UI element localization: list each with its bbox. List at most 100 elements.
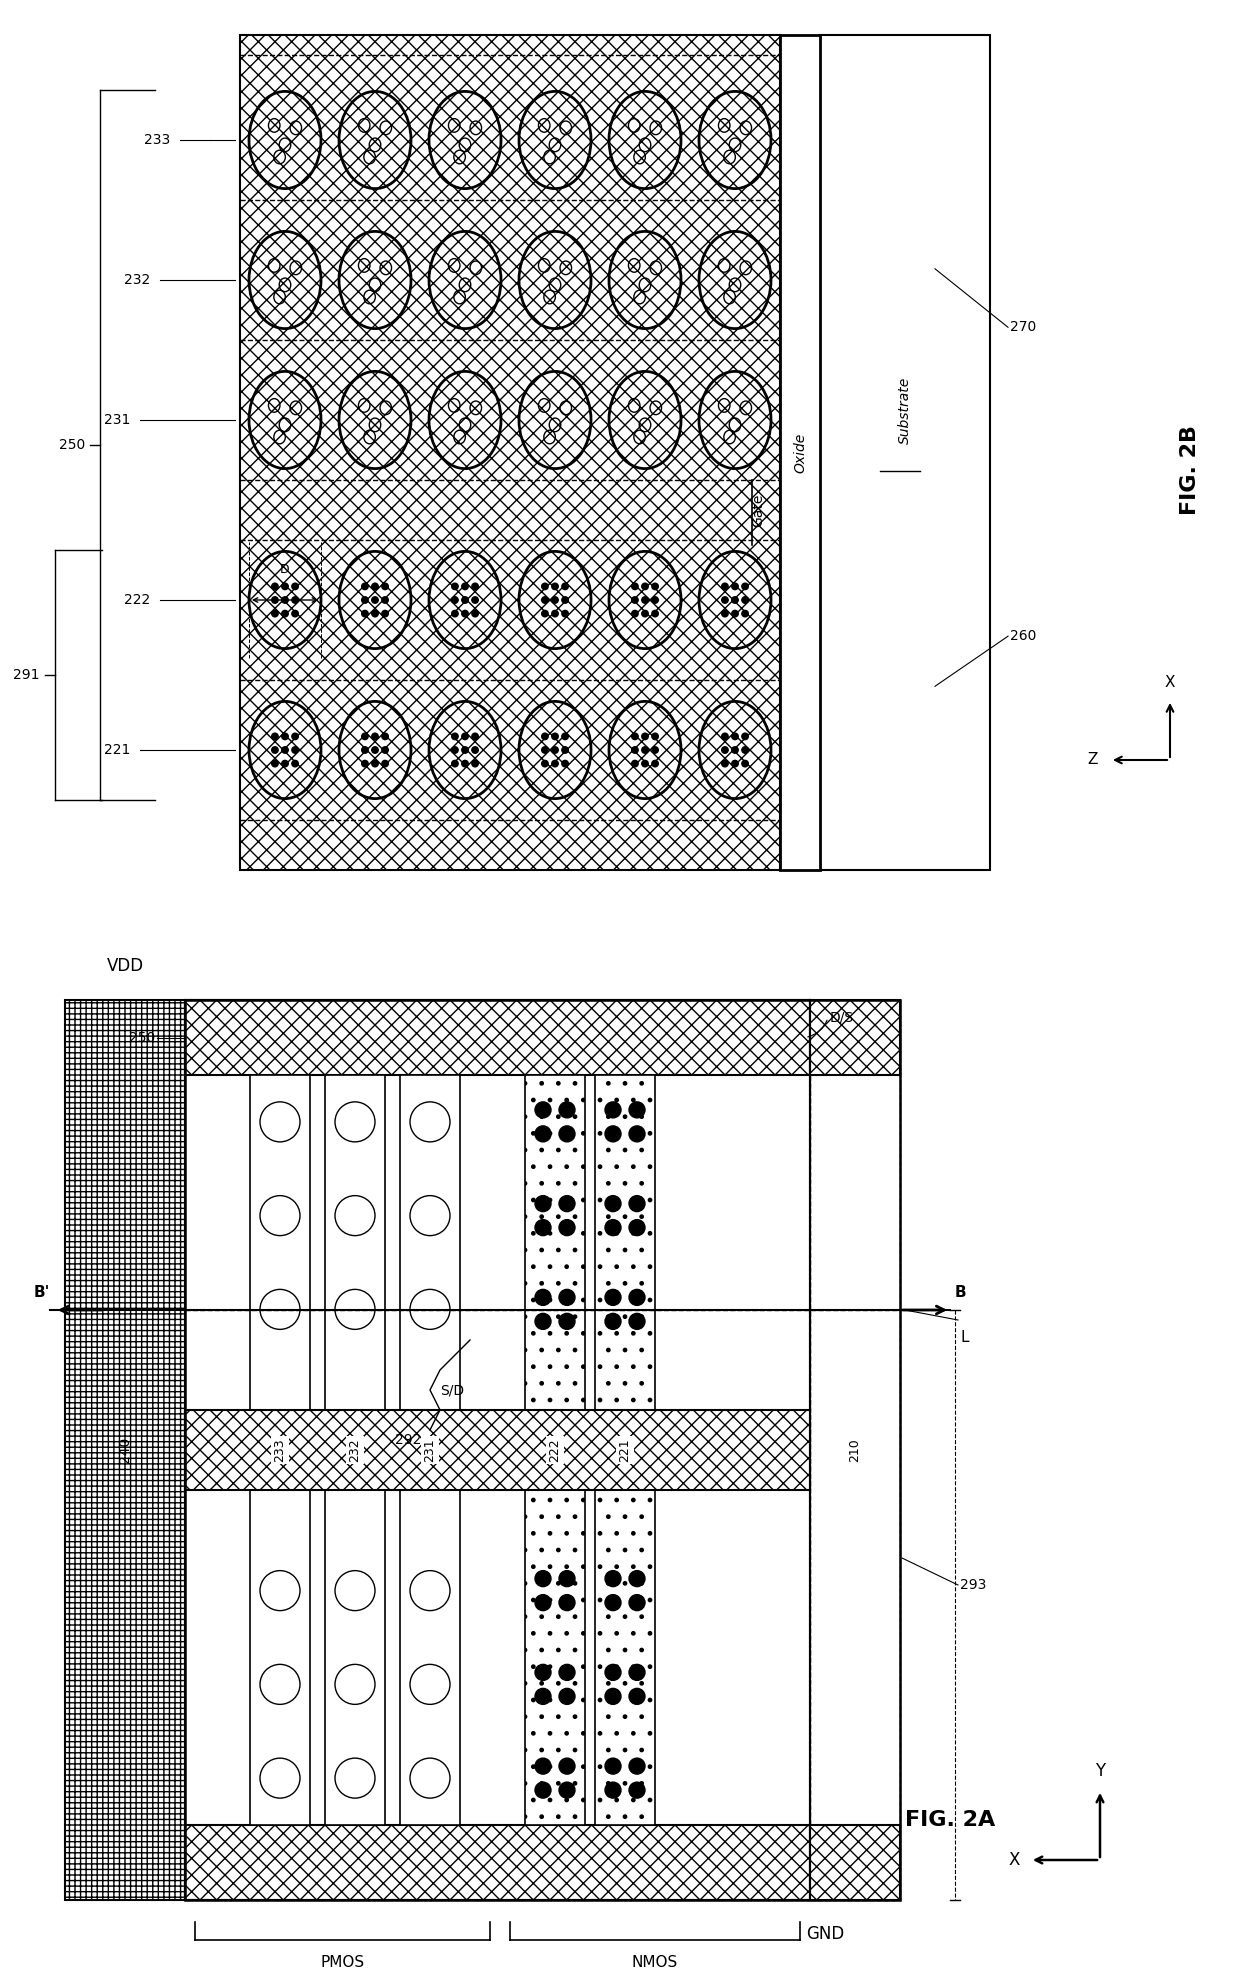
Circle shape bbox=[559, 1290, 575, 1306]
Circle shape bbox=[461, 584, 469, 590]
Circle shape bbox=[461, 760, 469, 766]
Circle shape bbox=[722, 760, 728, 766]
Circle shape bbox=[362, 598, 368, 604]
Circle shape bbox=[542, 584, 548, 590]
Circle shape bbox=[534, 1195, 551, 1211]
Circle shape bbox=[559, 1757, 575, 1773]
Circle shape bbox=[722, 610, 728, 617]
Circle shape bbox=[372, 760, 378, 766]
Circle shape bbox=[629, 1290, 645, 1306]
Circle shape bbox=[281, 598, 288, 604]
Circle shape bbox=[472, 610, 479, 617]
Circle shape bbox=[534, 1290, 551, 1306]
Circle shape bbox=[722, 746, 728, 754]
Circle shape bbox=[552, 732, 558, 740]
Circle shape bbox=[382, 732, 388, 740]
Circle shape bbox=[534, 1664, 551, 1680]
Circle shape bbox=[534, 1688, 551, 1704]
Circle shape bbox=[652, 598, 658, 604]
Bar bbox=[185, 1825, 810, 1900]
Circle shape bbox=[534, 1126, 551, 1142]
Circle shape bbox=[451, 760, 458, 766]
Bar bbox=[810, 999, 900, 1900]
Circle shape bbox=[451, 746, 458, 754]
Circle shape bbox=[472, 584, 479, 590]
Circle shape bbox=[642, 584, 649, 590]
Circle shape bbox=[534, 1783, 551, 1799]
Circle shape bbox=[631, 584, 639, 590]
Circle shape bbox=[605, 1571, 621, 1587]
Circle shape bbox=[291, 732, 299, 740]
Text: 250: 250 bbox=[129, 1031, 155, 1045]
Circle shape bbox=[552, 746, 558, 754]
Circle shape bbox=[559, 1219, 575, 1235]
Circle shape bbox=[732, 598, 738, 604]
Circle shape bbox=[629, 1688, 645, 1704]
Circle shape bbox=[272, 732, 278, 740]
Bar bbox=[185, 1075, 810, 1825]
Circle shape bbox=[652, 760, 658, 766]
Circle shape bbox=[552, 610, 558, 617]
Text: D/S: D/S bbox=[830, 1011, 854, 1025]
Circle shape bbox=[382, 610, 388, 617]
Bar bbox=[780, 36, 820, 871]
Circle shape bbox=[642, 746, 649, 754]
Text: 250: 250 bbox=[58, 437, 86, 451]
Circle shape bbox=[732, 732, 738, 740]
Bar bbox=[820, 36, 990, 871]
Text: Oxide: Oxide bbox=[794, 431, 807, 473]
Circle shape bbox=[382, 760, 388, 766]
Circle shape bbox=[629, 1757, 645, 1773]
Circle shape bbox=[362, 584, 368, 590]
Bar bbox=[185, 1409, 810, 1490]
Circle shape bbox=[732, 760, 738, 766]
Circle shape bbox=[605, 1314, 621, 1330]
Circle shape bbox=[534, 1757, 551, 1773]
Circle shape bbox=[281, 746, 288, 754]
Text: Z: Z bbox=[1087, 752, 1097, 768]
Circle shape bbox=[605, 1688, 621, 1704]
Circle shape bbox=[742, 732, 748, 740]
Circle shape bbox=[382, 598, 388, 604]
Circle shape bbox=[472, 598, 479, 604]
Text: VDD: VDD bbox=[107, 958, 144, 976]
Text: 232: 232 bbox=[348, 1439, 362, 1462]
Circle shape bbox=[605, 1290, 621, 1306]
Circle shape bbox=[534, 1314, 551, 1330]
Circle shape bbox=[552, 760, 558, 766]
Text: Gate: Gate bbox=[751, 493, 765, 526]
Circle shape bbox=[629, 1195, 645, 1211]
Circle shape bbox=[722, 732, 728, 740]
Circle shape bbox=[461, 610, 469, 617]
Circle shape bbox=[559, 1314, 575, 1330]
Text: Y: Y bbox=[1095, 1761, 1105, 1779]
Circle shape bbox=[629, 1664, 645, 1680]
Circle shape bbox=[732, 610, 738, 617]
Circle shape bbox=[642, 598, 649, 604]
Circle shape bbox=[652, 584, 658, 590]
Circle shape bbox=[605, 1595, 621, 1611]
Text: 233: 233 bbox=[274, 1439, 286, 1462]
Circle shape bbox=[652, 732, 658, 740]
Text: 291: 291 bbox=[14, 669, 40, 683]
Circle shape bbox=[631, 760, 639, 766]
Circle shape bbox=[362, 746, 368, 754]
Circle shape bbox=[629, 1314, 645, 1330]
Circle shape bbox=[732, 746, 738, 754]
Circle shape bbox=[542, 746, 548, 754]
Text: FIG. 2A: FIG. 2A bbox=[905, 1811, 996, 1831]
Circle shape bbox=[534, 1219, 551, 1235]
Circle shape bbox=[605, 1757, 621, 1773]
Circle shape bbox=[631, 732, 639, 740]
Circle shape bbox=[362, 610, 368, 617]
Bar bbox=[185, 999, 810, 1900]
Circle shape bbox=[552, 584, 558, 590]
Circle shape bbox=[562, 598, 568, 604]
Text: 222: 222 bbox=[548, 1439, 562, 1462]
Circle shape bbox=[631, 598, 639, 604]
Circle shape bbox=[559, 1688, 575, 1704]
Circle shape bbox=[281, 610, 288, 617]
Text: 240: 240 bbox=[118, 1437, 131, 1462]
Circle shape bbox=[272, 584, 278, 590]
Circle shape bbox=[742, 760, 748, 766]
